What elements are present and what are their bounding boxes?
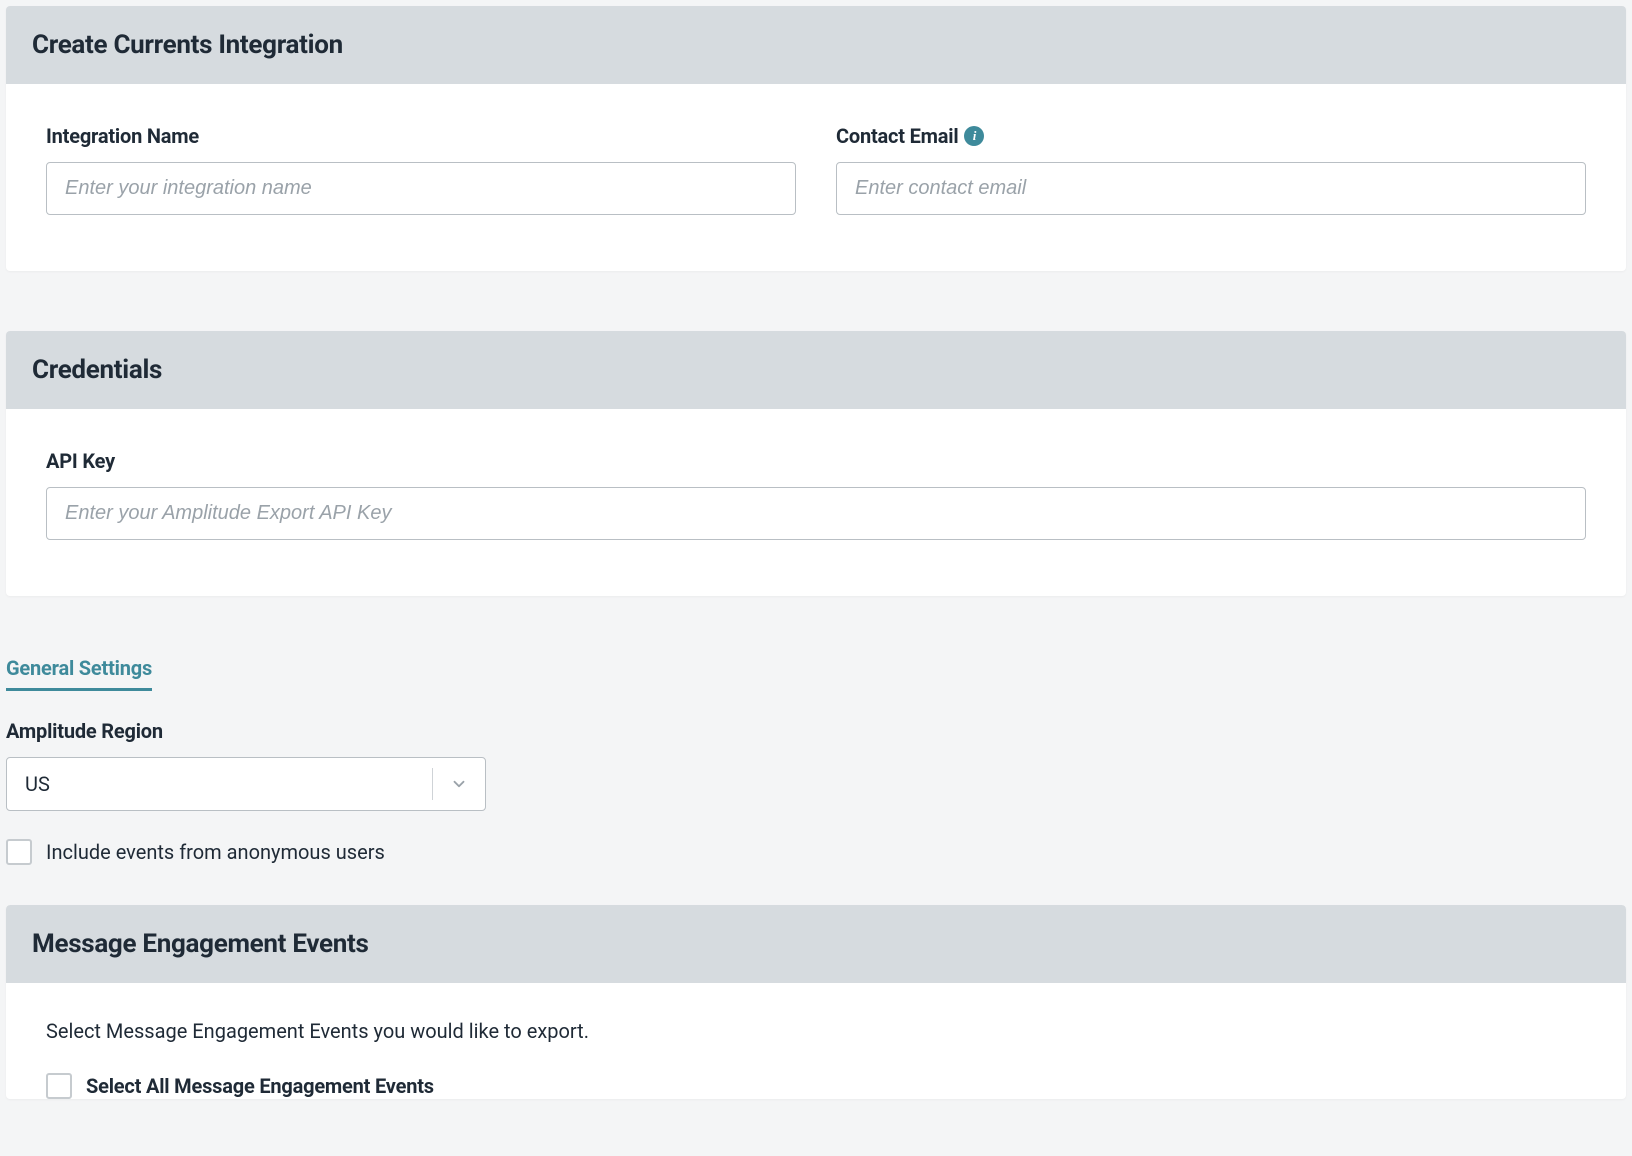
integration-name-label: Integration Name — [46, 124, 796, 148]
credentials-panel-body: API Key — [6, 409, 1626, 596]
info-icon[interactable]: i — [964, 126, 984, 146]
select-all-events-checkbox[interactable] — [46, 1073, 72, 1099]
general-settings-section: General Settings Amplitude Region US Inc… — [6, 656, 1626, 905]
integration-title: Create Currents Integration — [32, 30, 1600, 60]
integration-panel-header: Create Currents Integration — [6, 6, 1626, 84]
integration-panel: Create Currents Integration Integration … — [6, 6, 1626, 271]
api-key-group: API Key — [46, 449, 1586, 540]
events-panel: Message Engagement Events Select Message… — [6, 905, 1626, 1099]
amplitude-region-group: Amplitude Region US — [6, 719, 1626, 811]
select-all-events-label: Select All Message Engagement Events — [86, 1074, 434, 1098]
events-prompt: Select Message Engagement Events you wou… — [6, 983, 1626, 1063]
credentials-title: Credentials — [32, 355, 1600, 385]
anonymous-users-checkbox[interactable] — [6, 839, 32, 865]
amplitude-region-label: Amplitude Region — [6, 719, 1626, 743]
credentials-panel-header: Credentials — [6, 331, 1626, 409]
anonymous-users-label: Include events from anonymous users — [46, 840, 385, 864]
amplitude-region-select[interactable]: US — [6, 757, 486, 811]
contact-email-input[interactable] — [836, 162, 1586, 215]
credentials-panel: Credentials API Key — [6, 331, 1626, 596]
general-settings-tab[interactable]: General Settings — [6, 656, 152, 691]
api-key-label: API Key — [46, 449, 1586, 473]
integration-name-input[interactable] — [46, 162, 796, 215]
api-key-input[interactable] — [46, 487, 1586, 540]
events-panel-header: Message Engagement Events — [6, 905, 1626, 983]
anonymous-users-row[interactable]: Include events from anonymous users — [6, 839, 1626, 865]
chevron-down-icon — [433, 775, 485, 793]
contact-email-group: Contact Email i — [836, 124, 1586, 215]
amplitude-region-value: US — [7, 758, 432, 810]
integration-name-group: Integration Name — [46, 124, 796, 215]
contact-email-label: Contact Email i — [836, 124, 1586, 148]
integration-form-row: Integration Name Contact Email i — [46, 124, 1586, 215]
integration-panel-body: Integration Name Contact Email i — [6, 84, 1626, 271]
contact-email-label-text: Contact Email — [836, 124, 958, 148]
select-all-events-row[interactable]: Select All Message Engagement Events — [6, 1063, 1626, 1099]
events-title: Message Engagement Events — [32, 929, 1600, 959]
